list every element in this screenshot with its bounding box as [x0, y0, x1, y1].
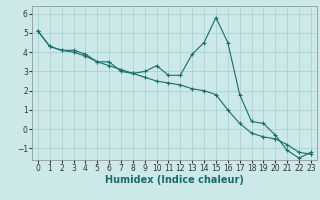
X-axis label: Humidex (Indice chaleur): Humidex (Indice chaleur): [105, 175, 244, 185]
